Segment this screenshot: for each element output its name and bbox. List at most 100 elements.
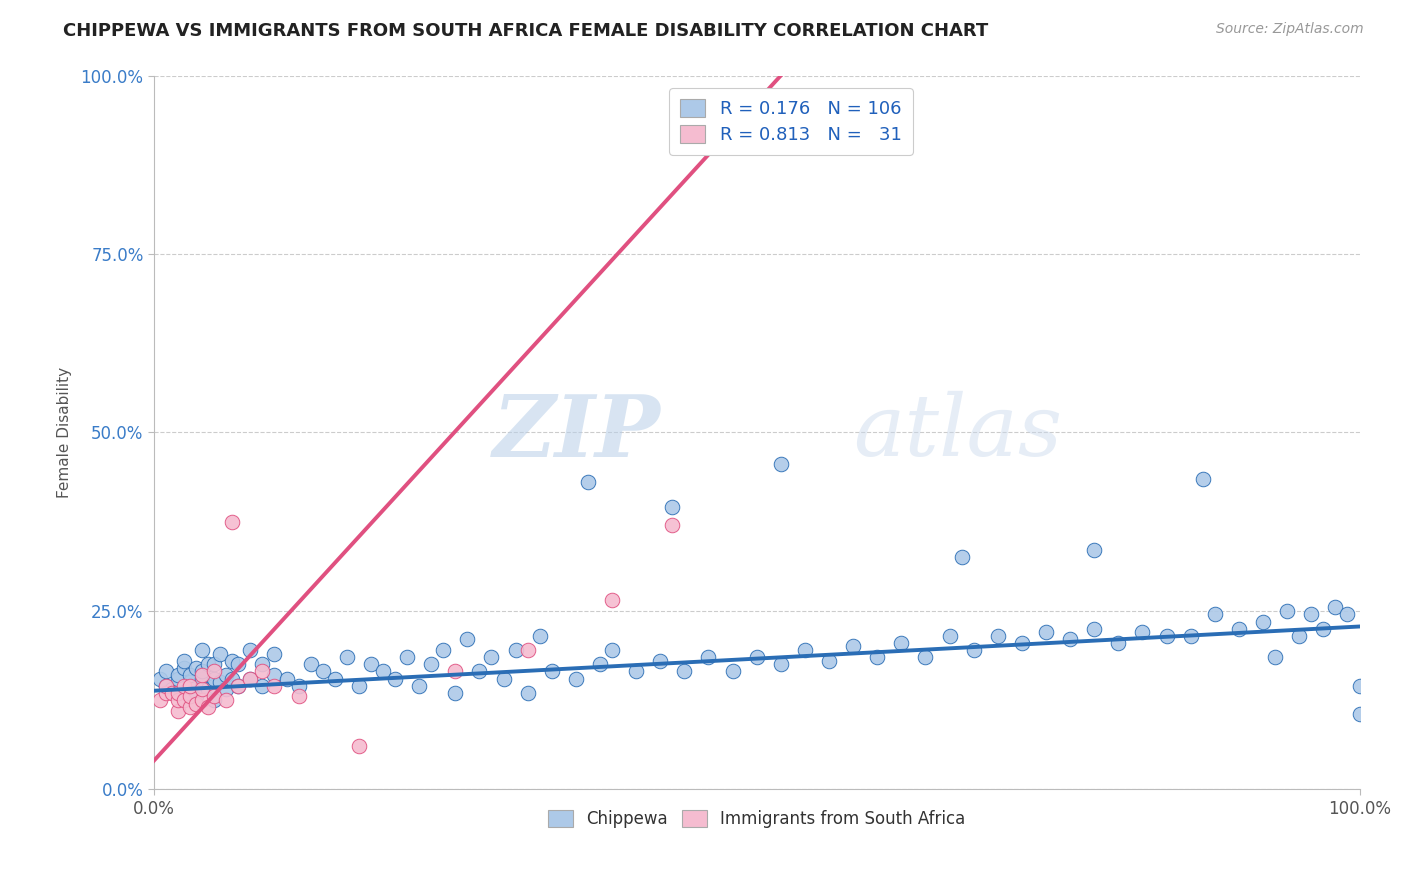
Point xyxy=(336,650,359,665)
Point xyxy=(167,668,190,682)
Text: Source: ZipAtlas.com: Source: ZipAtlas.com xyxy=(1216,22,1364,37)
Point xyxy=(299,657,322,672)
Point xyxy=(1312,622,1334,636)
Point xyxy=(228,657,250,672)
Point xyxy=(184,690,207,704)
Point xyxy=(228,679,250,693)
Point xyxy=(540,665,562,679)
Point xyxy=(221,654,243,668)
Point xyxy=(661,500,683,515)
Point xyxy=(191,668,214,682)
Y-axis label: Female Disability: Female Disability xyxy=(58,367,72,498)
Point xyxy=(1264,650,1286,665)
Text: ZIP: ZIP xyxy=(492,391,661,475)
Point xyxy=(963,643,986,657)
Point xyxy=(155,679,177,693)
Point xyxy=(1348,679,1371,693)
Point xyxy=(173,693,195,707)
Point xyxy=(1336,607,1358,622)
Point xyxy=(160,682,183,697)
Point xyxy=(890,636,912,650)
Point xyxy=(1011,636,1033,650)
Point xyxy=(197,657,219,672)
Point xyxy=(197,700,219,714)
Point xyxy=(1301,607,1323,622)
Point xyxy=(184,661,207,675)
Point xyxy=(987,629,1010,643)
Point xyxy=(384,672,406,686)
Point xyxy=(420,657,443,672)
Point xyxy=(160,686,183,700)
Point xyxy=(215,668,238,682)
Point xyxy=(155,686,177,700)
Point xyxy=(287,690,309,704)
Point xyxy=(312,665,335,679)
Point xyxy=(347,739,370,754)
Point xyxy=(371,665,394,679)
Point xyxy=(481,650,503,665)
Point xyxy=(276,672,298,686)
Text: atlas: atlas xyxy=(853,391,1063,474)
Point xyxy=(396,650,419,665)
Point xyxy=(252,657,274,672)
Point xyxy=(191,643,214,657)
Point xyxy=(432,643,454,657)
Point xyxy=(149,672,172,686)
Point xyxy=(221,515,243,529)
Point xyxy=(1059,632,1081,647)
Legend: Chippewa, Immigrants from South Africa: Chippewa, Immigrants from South Africa xyxy=(541,803,972,834)
Point xyxy=(818,654,841,668)
Point xyxy=(228,679,250,693)
Point xyxy=(167,672,190,686)
Point xyxy=(202,690,225,704)
Point xyxy=(179,679,201,693)
Point xyxy=(221,672,243,686)
Point xyxy=(1083,543,1105,558)
Point xyxy=(565,672,588,686)
Point xyxy=(179,700,201,714)
Point xyxy=(215,682,238,697)
Point xyxy=(209,647,232,661)
Point xyxy=(745,650,768,665)
Point xyxy=(938,629,960,643)
Point xyxy=(239,643,262,657)
Point xyxy=(769,458,792,472)
Point xyxy=(252,665,274,679)
Point xyxy=(1132,625,1154,640)
Point xyxy=(1204,607,1226,622)
Point xyxy=(1107,636,1129,650)
Point xyxy=(191,682,214,697)
Point xyxy=(589,657,612,672)
Point xyxy=(1288,629,1310,643)
Point xyxy=(1251,615,1274,629)
Point xyxy=(209,675,232,690)
Point xyxy=(323,672,346,686)
Point xyxy=(167,693,190,707)
Point xyxy=(673,665,696,679)
Point xyxy=(516,686,538,700)
Point xyxy=(202,657,225,672)
Point xyxy=(769,657,792,672)
Point xyxy=(1348,707,1371,722)
Point xyxy=(516,643,538,657)
Point xyxy=(1275,604,1298,618)
Point xyxy=(444,686,467,700)
Point xyxy=(287,679,309,693)
Point xyxy=(202,693,225,707)
Point xyxy=(624,665,647,679)
Point xyxy=(263,668,285,682)
Point xyxy=(263,679,285,693)
Point xyxy=(179,686,201,700)
Point xyxy=(191,679,214,693)
Point xyxy=(794,643,817,657)
Text: CHIPPEWA VS IMMIGRANTS FROM SOUTH AFRICA FEMALE DISABILITY CORRELATION CHART: CHIPPEWA VS IMMIGRANTS FROM SOUTH AFRICA… xyxy=(63,22,988,40)
Point xyxy=(155,665,177,679)
Point xyxy=(191,693,214,707)
Point xyxy=(202,679,225,693)
Point xyxy=(263,647,285,661)
Point xyxy=(842,640,865,654)
Point xyxy=(529,629,551,643)
Point xyxy=(444,665,467,679)
Point xyxy=(576,475,599,490)
Point xyxy=(173,679,195,693)
